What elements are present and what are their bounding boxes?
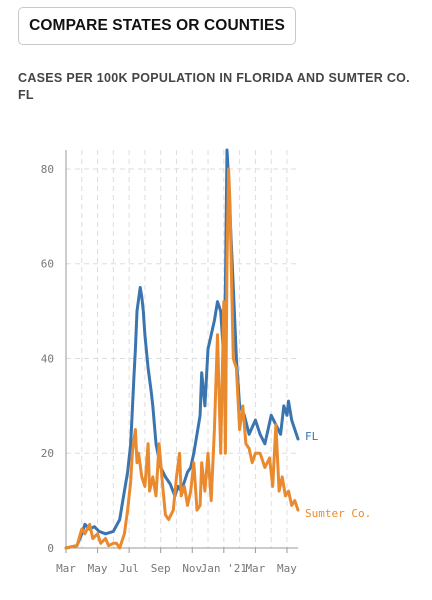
x-tick-label-7: May xyxy=(277,562,297,575)
y-tick-label-3: 60 xyxy=(41,258,54,271)
x-tick-label-4: Nov xyxy=(182,562,202,575)
y-tick-label-0: 0 xyxy=(47,542,54,555)
x-tick-label-2: Jul xyxy=(119,562,139,575)
x-tick-label-0: Mar xyxy=(56,562,76,575)
y-tick-label-2: 40 xyxy=(41,352,54,365)
compare-states-button[interactable]: COMPARE STATES OR COUNTIES xyxy=(18,7,296,45)
series-line-1 xyxy=(64,167,300,550)
series-line-0 xyxy=(64,148,300,550)
series-label-1: Sumter Co. xyxy=(305,507,371,520)
x-tick-label-3: Sep xyxy=(151,562,171,575)
chart-labels: FL Sumter Co. xyxy=(305,430,371,520)
x-tick-label-6: Mar xyxy=(245,562,265,575)
chart-series xyxy=(64,148,300,550)
series-label-0: FL xyxy=(305,430,319,443)
y-tick-label-1: 20 xyxy=(41,447,54,460)
chart-title: CASES PER 100K POPULATION IN FLORIDA AND… xyxy=(18,71,410,102)
y-tick-label-4: 80 xyxy=(41,163,54,176)
x-tick-label-1: May xyxy=(88,562,108,575)
x-tick-label-5: Jan '21 xyxy=(201,562,247,575)
